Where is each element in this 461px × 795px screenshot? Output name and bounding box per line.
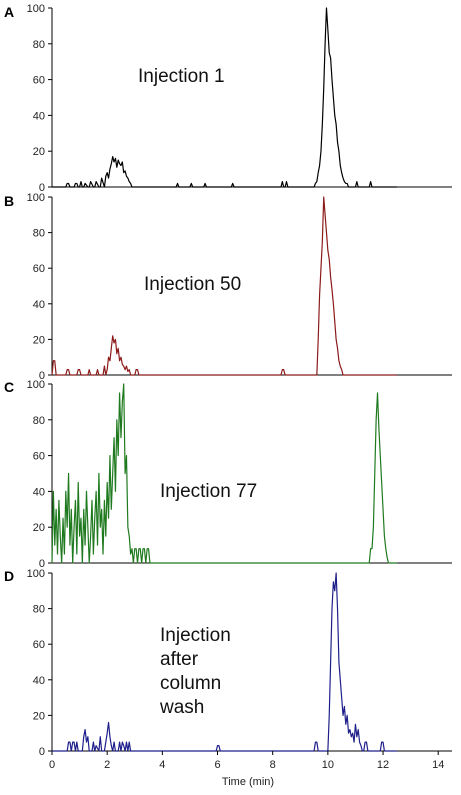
x-tick-label: 6	[214, 759, 220, 771]
y-tick-label: 0	[39, 558, 45, 570]
panel-annotation: wash	[159, 697, 204, 718]
y-tick-label: 60	[33, 451, 45, 463]
panel-annotation: column	[160, 673, 221, 694]
series-trace	[51, 196, 397, 376]
x-tick-label: 0	[49, 759, 55, 771]
panel-label: D	[4, 568, 14, 584]
y-tick-label: 0	[39, 370, 45, 382]
series-trace	[51, 383, 397, 564]
panel-label: C	[4, 379, 14, 395]
y-tick-label: 20	[33, 710, 45, 722]
y-tick-label: 100	[27, 192, 45, 204]
y-tick-label: 40	[33, 110, 45, 122]
x-axis-label: Time (min)	[222, 776, 274, 788]
x-tick-label: 14	[432, 759, 444, 771]
y-tick-label: 80	[33, 415, 45, 427]
y-tick-label: 20	[33, 334, 45, 346]
y-tick-label: 20	[33, 146, 45, 158]
panel-annotation: Injection 77	[160, 481, 257, 502]
y-tick-label: 100	[27, 568, 45, 580]
series-trace	[52, 7, 397, 188]
y-tick-label: 20	[33, 522, 45, 534]
panel-label: B	[4, 193, 14, 209]
panel-annotation: Injection 1	[138, 66, 225, 87]
y-tick-label: 60	[33, 639, 45, 651]
y-tick-label: 80	[33, 604, 45, 616]
x-tick-label: 2	[104, 759, 110, 771]
panel-label: A	[4, 4, 14, 20]
panel-annotation: Injection	[160, 625, 231, 646]
x-tick-label: 12	[377, 759, 389, 771]
y-tick-label: 60	[33, 263, 45, 275]
x-tick-label: 4	[159, 759, 165, 771]
x-tick-label: 8	[270, 759, 276, 771]
panel-annotation: after	[160, 649, 199, 670]
y-tick-label: 40	[33, 486, 45, 498]
y-tick-label: 80	[33, 39, 45, 51]
y-tick-label: 0	[39, 182, 45, 194]
y-tick-label: 100	[27, 3, 45, 15]
y-tick-label: 60	[33, 75, 45, 87]
series-trace	[52, 572, 397, 752]
y-tick-label: 80	[33, 228, 45, 240]
y-tick-label: 100	[27, 379, 45, 391]
x-tick-label: 10	[322, 759, 334, 771]
y-tick-label: 40	[33, 675, 45, 687]
y-tick-label: 40	[33, 299, 45, 311]
y-tick-label: 0	[39, 746, 45, 758]
panel-annotation: Injection 50	[144, 274, 241, 295]
